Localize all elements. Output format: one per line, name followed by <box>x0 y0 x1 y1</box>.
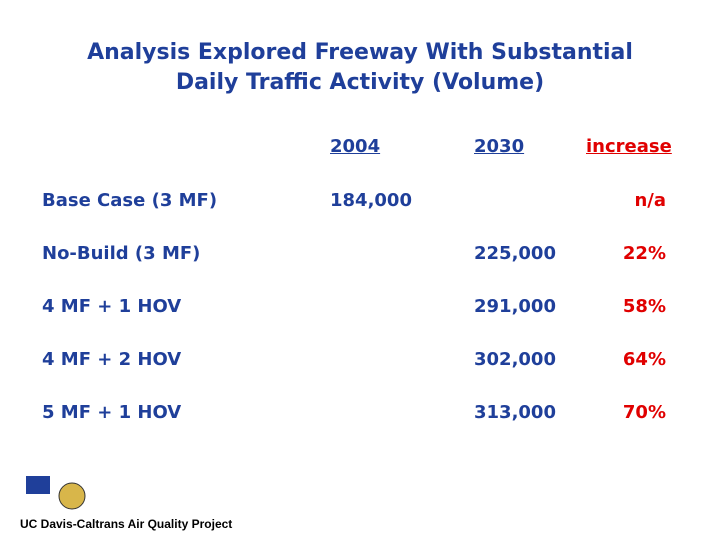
table-cell: 58% <box>622 296 666 317</box>
logos <box>26 476 86 510</box>
uc-seal <box>58 482 86 510</box>
table-cell: n/a <box>634 190 666 211</box>
table-cell: 2030 <box>474 136 525 157</box>
table-cell: No-Build (3 MF) <box>42 243 201 264</box>
table-cell: 291,000 <box>474 296 556 317</box>
table-cell: 4 MF + 2 HOV <box>42 349 182 370</box>
table-cell: 70% <box>622 402 666 423</box>
caltrans-logo <box>26 476 50 494</box>
table-cell: 22% <box>622 243 666 264</box>
table-cell: 4 MF + 1 HOV <box>42 296 182 317</box>
table-cell: 313,000 <box>474 402 556 423</box>
table-cell: 184,000 <box>330 190 412 211</box>
table-cell: Base Case (3 MF) <box>42 190 218 211</box>
table-cell: increase <box>586 136 672 157</box>
slide-title: Analysis Explored Freeway With Substanti… <box>87 40 633 95</box>
table-cell: 5 MF + 1 HOV <box>42 402 182 423</box>
table-cell: 225,000 <box>474 243 556 264</box>
table-cell: 302,000 <box>474 349 556 370</box>
footer: UC Davis-Caltrans Air Quality Project <box>20 517 233 531</box>
table-cell: 64% <box>622 349 666 370</box>
table-cell: 2004 <box>330 136 381 157</box>
